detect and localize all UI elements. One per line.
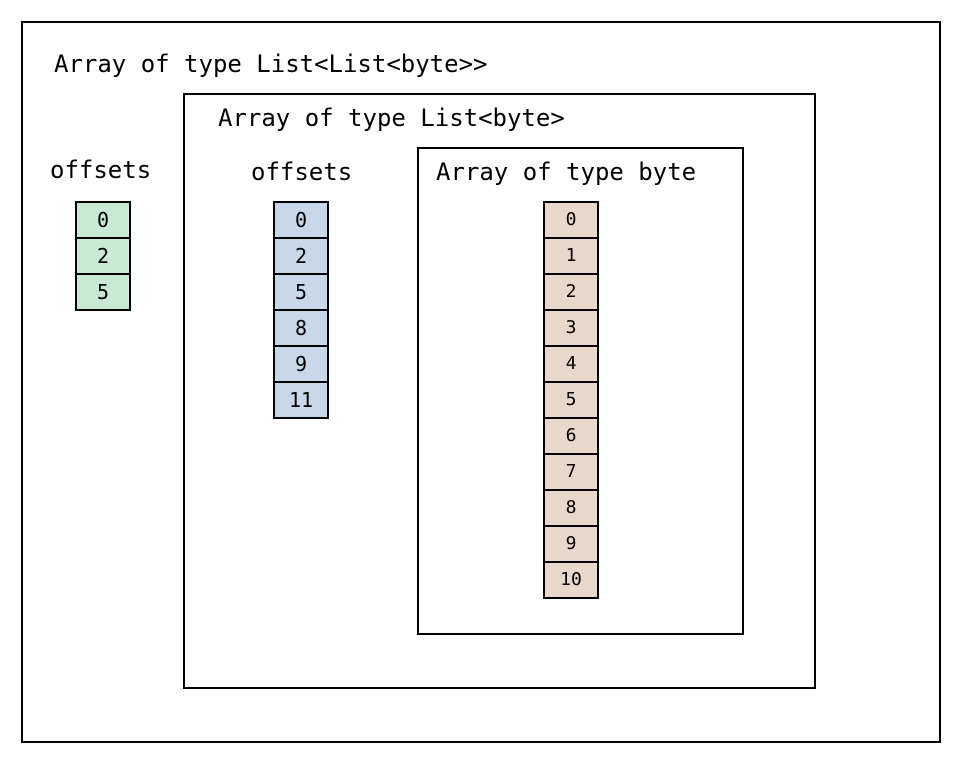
middle-offset-cell: 5 [273, 275, 329, 311]
inner-array-title: Array of type byte [436, 158, 697, 186]
middle-offset-cell: 0 [273, 203, 329, 239]
byte-value-cell: 10 [543, 563, 599, 599]
byte-value-cell: 8 [543, 491, 599, 527]
outer-offsets-label: offsets [50, 156, 152, 184]
middle-offsets-label: offsets [251, 158, 353, 186]
byte-value-cell: 6 [543, 419, 599, 455]
byte-value-cell: 0 [543, 203, 599, 239]
middle-offset-cell: 8 [273, 311, 329, 347]
byte-values-column: 0 1 2 3 4 5 6 7 8 9 10 [543, 201, 599, 599]
byte-value-cell: 5 [543, 383, 599, 419]
byte-value-cell: 2 [543, 275, 599, 311]
byte-value-cell: 3 [543, 311, 599, 347]
middle-offsets-column: 0 2 5 8 9 11 [273, 201, 329, 419]
middle-array-title: Array of type List<byte> [218, 104, 565, 132]
byte-value-cell: 7 [543, 455, 599, 491]
byte-value-cell: 4 [543, 347, 599, 383]
middle-offset-cell: 9 [273, 347, 329, 383]
byte-value-cell: 9 [543, 527, 599, 563]
middle-offset-cell: 11 [273, 383, 329, 419]
outer-offset-cell: 0 [75, 203, 131, 239]
outer-array-title: Array of type List<List<byte>> [54, 50, 488, 78]
byte-value-cell: 1 [543, 239, 599, 275]
outer-offset-cell: 5 [75, 275, 131, 311]
outer-offset-cell: 2 [75, 239, 131, 275]
middle-offset-cell: 2 [273, 239, 329, 275]
